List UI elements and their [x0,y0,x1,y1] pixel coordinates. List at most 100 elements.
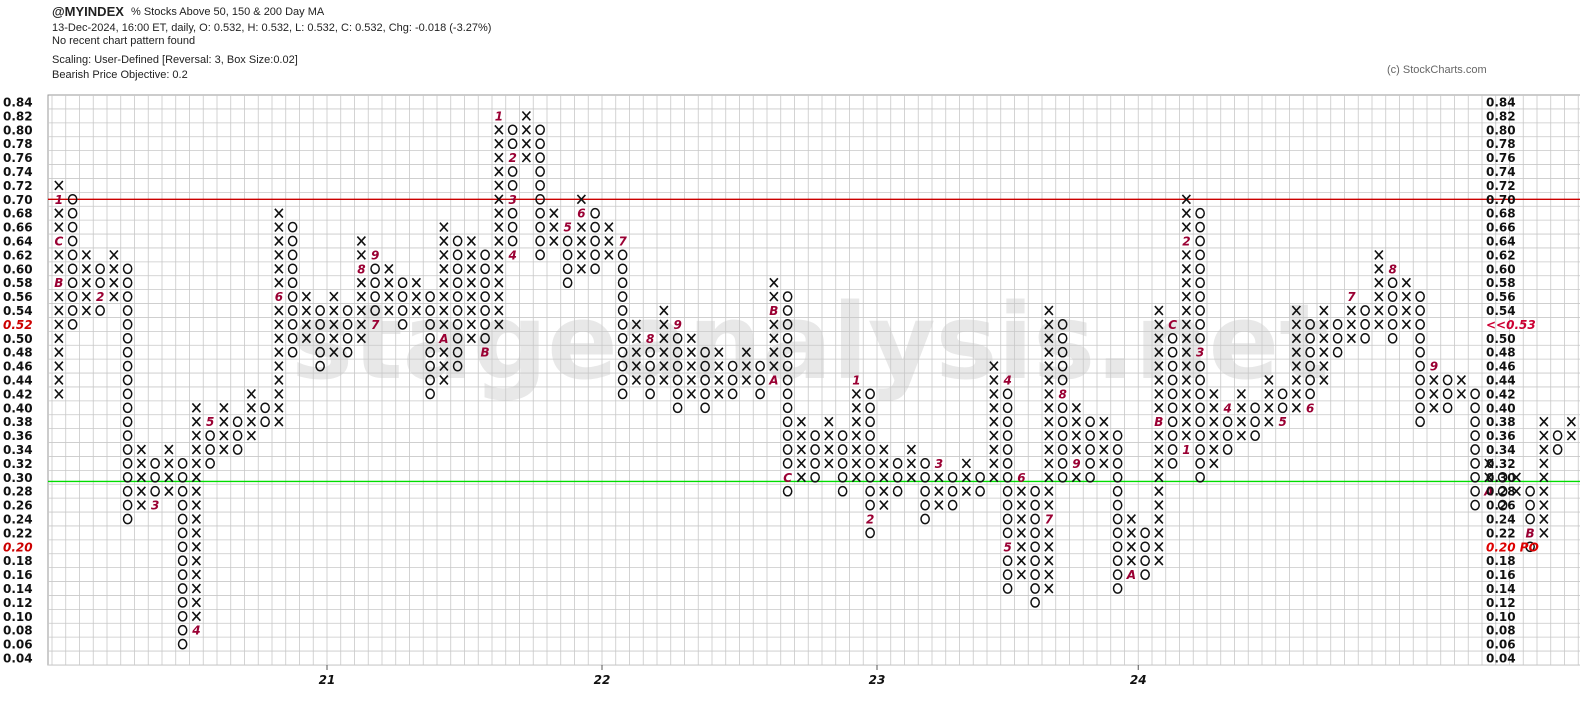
chart-description: % Stocks Above 50, 150 & 200 Day MA [131,6,325,18]
x-box [1291,347,1301,358]
o-box [617,319,628,330]
o-box [370,305,380,316]
o-box [865,430,875,441]
o-box [177,513,188,525]
o-box [1057,458,1068,469]
o-box [1112,458,1123,469]
o-box [1415,360,1425,372]
x-box [136,458,146,469]
o-box [507,166,518,177]
o-box [1387,305,1398,316]
o-box [425,291,435,302]
x-box [576,249,586,260]
x-box [81,249,91,260]
x-box [1236,416,1246,427]
o-box [1305,360,1315,372]
x-box [1126,514,1136,524]
o-box [1497,499,1508,511]
x-box [1044,430,1054,441]
x-box [439,361,449,372]
y-tick-right: 0.08 [1486,624,1516,638]
o-box [1332,346,1343,358]
y-tick-right: 0.36 [1486,429,1516,443]
x-box [1264,402,1274,413]
y-tick-right: 0.30 [1486,471,1516,485]
o-box [480,291,490,302]
x-box [439,222,449,233]
x-box [1319,333,1329,344]
x-box [1401,277,1411,288]
o-box [1195,291,1205,302]
x-box [659,333,669,344]
o-box [507,235,518,247]
o-box [1470,388,1480,400]
x-box [191,514,201,524]
x-box [769,319,779,330]
o-box [232,430,243,441]
month-marker: C [783,471,792,485]
x-box [466,319,476,330]
y-tick-right: 0.10 [1486,610,1516,624]
o-box [1002,569,1013,580]
o-box [315,332,325,344]
month-marker: 6 [1017,471,1025,485]
o-box [1085,416,1095,428]
x-box [54,263,64,274]
x-box [1126,527,1136,538]
y-tick-left: 0.48 [3,346,33,360]
x-box [934,486,944,497]
x-box [136,486,146,497]
month-marker: C [54,235,63,249]
x-box [329,319,339,330]
x-box [1209,458,1219,469]
x-box [356,333,366,344]
x-box [274,236,284,246]
x-box [1071,472,1081,483]
x-box [769,291,779,302]
x-box [796,444,806,455]
o-box [1057,360,1068,372]
x-box [1374,305,1384,316]
o-box [1250,416,1260,428]
o-box [177,583,188,594]
o-box [1195,458,1205,469]
o-box [177,610,188,622]
y-tick-left: 0.82 [3,109,33,123]
grid [47,94,1580,666]
o-box [1442,402,1453,414]
x-box [1181,319,1191,330]
o-box [1167,458,1178,469]
o-box [755,388,765,400]
x-box [1181,430,1191,441]
x-box [301,333,311,344]
x-box [1044,333,1054,344]
o-box [782,360,793,372]
x-box [54,347,64,358]
o-box [810,458,820,469]
o-box [1112,444,1123,455]
x-box [1154,486,1164,497]
price-info-line: 13-Dec-2024, 16:00 ET, daily, O: 0.532, … [52,22,492,34]
x-box [191,430,201,441]
x-box [1346,305,1356,316]
x-box [439,249,449,260]
x-box [1209,402,1219,413]
o-box [1277,402,1288,414]
o-box [507,124,518,136]
x-box [1181,194,1191,205]
x-box [54,208,64,219]
copyright-notice: (c) StockCharts.com [1387,64,1487,76]
o-box [287,332,298,344]
x-box [714,361,724,372]
x-box [1484,472,1494,483]
x-box [1401,319,1411,330]
x-box [466,305,476,316]
month-marker: B [481,346,490,360]
o-box [1305,374,1315,386]
x-box [686,333,696,344]
y-tick-right: 0.24 [1486,513,1516,527]
x-box [109,249,119,260]
x-tick-label: 22 [594,673,611,687]
o-box [287,249,298,261]
x-box [1181,208,1191,219]
